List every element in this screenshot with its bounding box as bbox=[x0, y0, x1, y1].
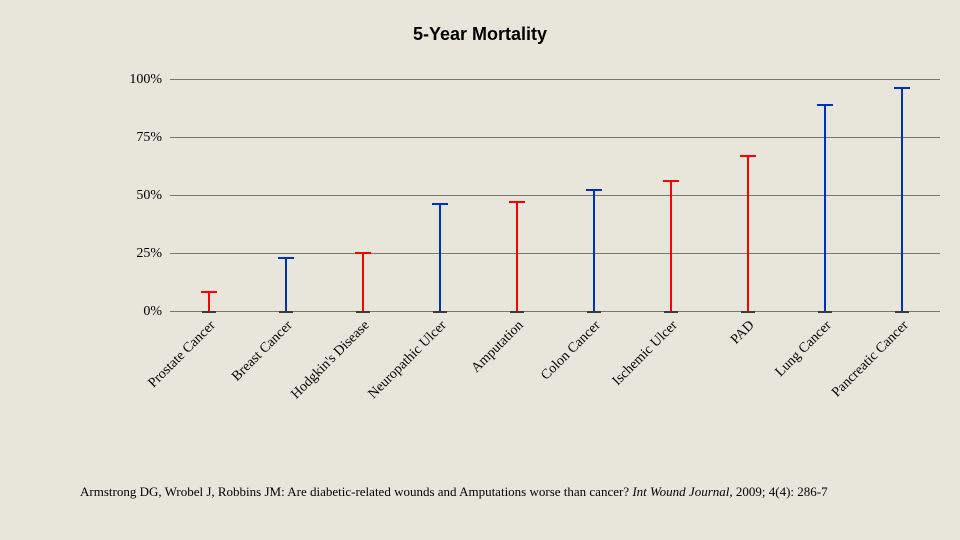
citation-prefix: Armstrong DG, Wrobel J, Robbins JM: Are … bbox=[80, 484, 632, 499]
y-axis-label: 50% bbox=[136, 188, 162, 204]
x-axis-label: Lung Cancer bbox=[772, 318, 835, 381]
y-axis-label: 75% bbox=[136, 130, 162, 146]
x-axis-label: Prostate Cancer bbox=[145, 318, 219, 392]
citation-suffix: , 2009; 4(4): 286-7 bbox=[729, 484, 827, 499]
y-axis-label: 25% bbox=[136, 246, 162, 262]
x-axis-label: Neuropathic Ulcer bbox=[365, 318, 450, 403]
citation-journal: Int Wound Journal bbox=[632, 484, 729, 499]
x-axis-label: Hodgkin's Disease bbox=[288, 318, 373, 403]
x-axis-label: Amputation bbox=[468, 318, 527, 377]
gridline bbox=[170, 79, 940, 80]
chart-plot-area: 0%25%50%75%100%Prostate CancerBreast Can… bbox=[170, 80, 940, 312]
citation-text: Armstrong DG, Wrobel J, Robbins JM: Are … bbox=[80, 484, 880, 500]
x-axis-label: Pancreatic Cancer bbox=[829, 318, 912, 401]
x-axis-label: PAD bbox=[728, 318, 758, 348]
x-axis-label: Breast Cancer bbox=[229, 318, 296, 385]
chart-title: 5-Year Mortality bbox=[0, 24, 960, 45]
y-axis-label: 0% bbox=[143, 304, 162, 320]
y-axis-label: 100% bbox=[129, 72, 162, 88]
x-axis-label: Ischemic Ulcer bbox=[609, 318, 681, 390]
x-axis-label: Colon Cancer bbox=[538, 318, 604, 384]
